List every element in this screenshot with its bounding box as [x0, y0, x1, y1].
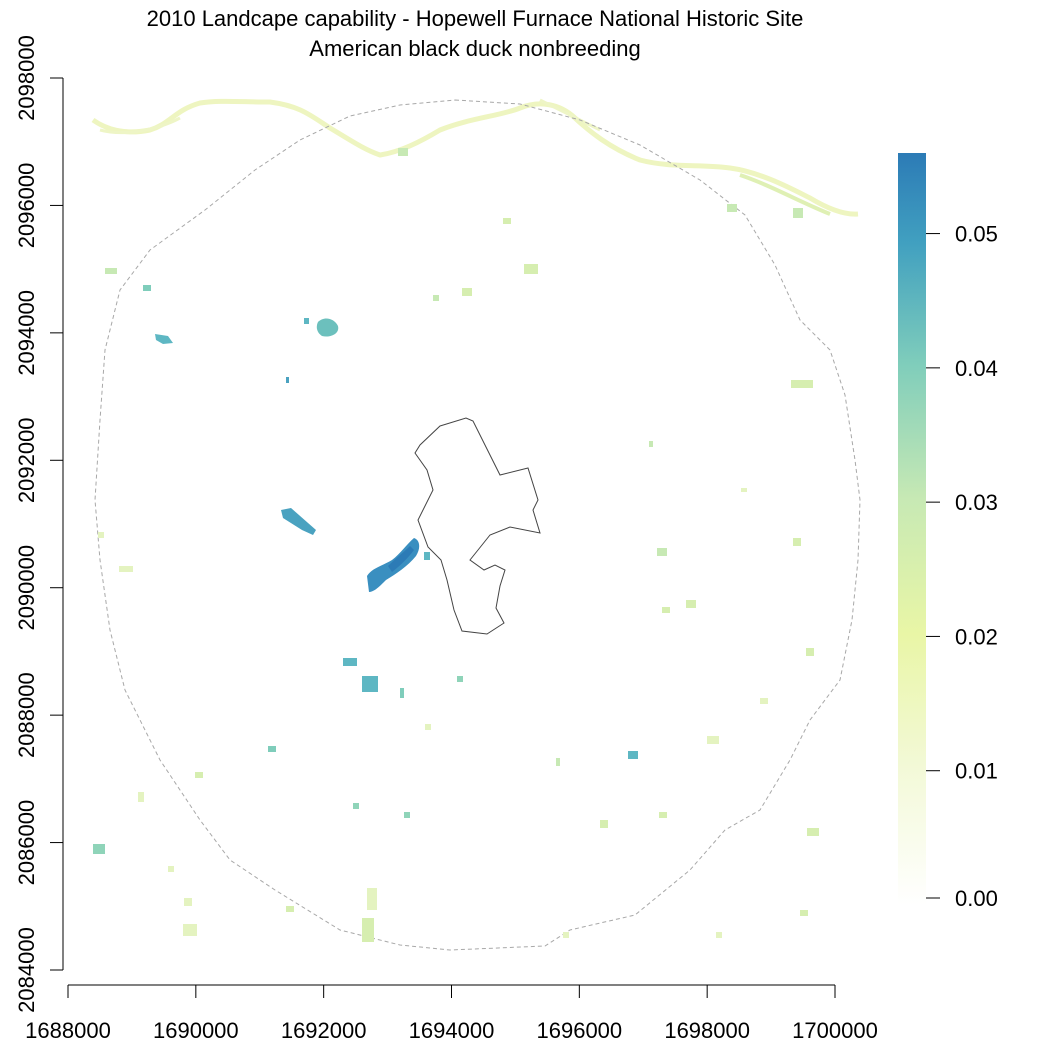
x-axis: 1688000 1690000 1692000 1694000 1696000 16980…	[25, 984, 878, 1043]
y-tick-label: 2092000	[14, 417, 39, 503]
legend-tick-label: 0.04	[955, 356, 998, 381]
y-tick-label: 2090000	[14, 545, 39, 631]
habitat-patch	[404, 812, 410, 818]
habitat-patch	[563, 932, 569, 938]
habitat-patch	[716, 932, 722, 938]
habitat-patch	[727, 204, 737, 212]
x-tick-label: 1694000	[409, 1018, 495, 1043]
habitat-patch	[343, 658, 357, 666]
habitat-patch	[168, 866, 174, 872]
legend-tick-label: 0.01	[955, 759, 998, 784]
habitat-patch	[659, 812, 667, 818]
habitat-patch	[138, 792, 144, 802]
habitat-patch	[281, 508, 316, 535]
habitat-patch	[462, 288, 472, 296]
habitat-patch	[424, 552, 430, 560]
habitat-patch	[657, 548, 667, 556]
habitat-patch	[807, 828, 819, 836]
x-tick-label: 1692000	[281, 1018, 367, 1043]
habitat-patch	[195, 772, 203, 778]
map-subtitle: American black duck nonbreeding	[309, 36, 640, 61]
legend-tick-label: 0.03	[955, 490, 998, 515]
habitat-patch	[707, 736, 719, 744]
habitat-patch	[362, 918, 374, 942]
x-tick-label: 1700000	[792, 1018, 878, 1043]
y-tick-label: 2098000	[14, 35, 39, 121]
y-tick-label: 2094000	[14, 290, 39, 376]
habitat-patch	[400, 688, 404, 698]
habitat-patch	[806, 648, 814, 656]
river-branch	[99, 116, 181, 135]
habitat-patch	[143, 285, 151, 291]
habitat-patch	[398, 148, 408, 156]
habitat-patch	[98, 532, 104, 538]
x-tick-label: 1696000	[537, 1018, 623, 1043]
y-tick-label: 2096000	[14, 163, 39, 249]
habitat-patch	[425, 724, 431, 730]
habitat-patch	[304, 318, 309, 324]
map-title: 2010 Landcape capability - Hopewell Furn…	[147, 6, 804, 31]
habitat-patch	[367, 888, 377, 910]
habitat-patch	[353, 803, 359, 809]
habitat-patch	[93, 844, 105, 854]
habitat-patch	[184, 898, 192, 906]
y-tick-label: 2086000	[14, 800, 39, 886]
habitat-patch	[741, 488, 747, 492]
habitat-patch	[649, 441, 653, 447]
habitat-patch	[662, 607, 670, 613]
habitat-patch	[793, 538, 801, 546]
habitat-patch	[105, 268, 117, 274]
x-tick-label: 1688000	[25, 1018, 111, 1043]
habitat-patch	[793, 208, 803, 218]
habitat-patch	[316, 318, 339, 337]
habitat-patch	[760, 698, 768, 704]
x-tick-label: 1690000	[153, 1018, 239, 1043]
habitat-patch	[628, 751, 638, 759]
y-tick-label: 2084000	[14, 927, 39, 1013]
river-branch	[539, 98, 601, 132]
buffer-boundary	[94, 99, 861, 951]
habitat-patch	[686, 600, 696, 608]
habitat-patch	[433, 295, 439, 301]
park-boundary	[414, 417, 541, 635]
color-legend: 0.00 0.01 0.02 0.03 0.04 0.05	[898, 153, 998, 911]
habitat-patch	[388, 546, 414, 572]
legend-tick-label: 0.05	[955, 222, 998, 247]
y-tick-label: 2088000	[14, 672, 39, 758]
habitat-patch	[155, 334, 173, 344]
river-layer	[91, 98, 859, 217]
river-main	[91, 98, 859, 217]
habitat-patch	[800, 910, 808, 916]
habitat-patch	[362, 676, 378, 692]
habitat-patch	[268, 746, 276, 752]
legend-tick-label: 0.02	[955, 624, 998, 649]
habitat-patch	[286, 906, 294, 912]
y-axis: 2084000 2086000 2088000 2090000 2092000 20940…	[14, 35, 64, 1013]
habitat-patches	[93, 148, 819, 942]
legend-tick-label: 0.00	[955, 886, 998, 911]
habitat-patch	[119, 566, 133, 572]
x-tick-label: 1698000	[664, 1018, 750, 1043]
habitat-patch	[457, 676, 463, 682]
habitat-patch	[524, 264, 538, 274]
habitat-patch	[286, 377, 289, 383]
habitat-patch	[791, 380, 813, 388]
habitat-patch	[183, 924, 197, 936]
habitat-patch	[503, 218, 511, 224]
habitat-patch	[600, 820, 608, 828]
habitat-patch	[556, 758, 560, 766]
river-branch	[739, 173, 831, 216]
legend-colorbar	[898, 153, 926, 905]
